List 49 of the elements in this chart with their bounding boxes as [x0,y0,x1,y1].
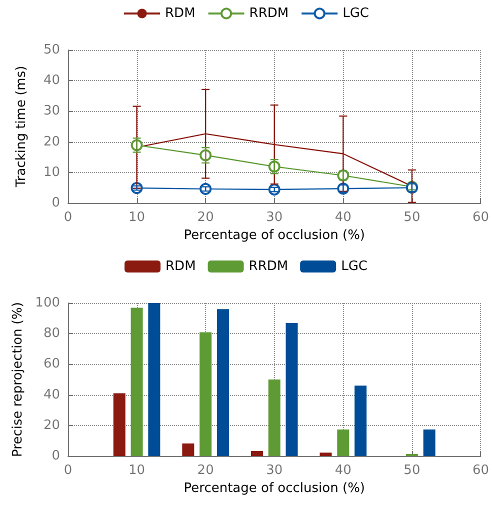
y-tick-label: 60 [43,356,60,372]
x-tick-label: 10 [128,463,146,478]
y-axis-title: Tracking time (ms) [14,66,29,188]
x-tick-label: 50 [404,210,420,225]
y-tick-label: 80 [43,326,60,342]
x-tick-label: 30 [266,210,283,225]
y-tick-label: 40 [43,73,60,88]
bar [286,323,298,456]
y-tick-label: 20 [43,418,60,433]
bar [354,386,367,456]
bar [268,380,280,456]
x-tick-label: 0 [64,463,72,478]
y-tick-label: 50 [43,42,60,58]
x-axis-title: Percentage of occlusion (%) [184,481,365,496]
x-tick-label: 30 [266,463,283,478]
legend-label: RDM [165,6,196,21]
bar [182,443,194,456]
bar [200,332,212,456]
y-tick-label: 40 [43,387,60,402]
bar [130,308,143,456]
legend-label: LGC [342,6,369,21]
y-tick-label: 30 [43,104,60,119]
bar [113,393,126,456]
bar [148,303,160,456]
y-tick-label: 0 [52,196,60,210]
bar [337,430,350,456]
x-tick-label: 40 [334,210,352,225]
x-tick-label: 20 [197,210,214,225]
y-axis-title: Precise reprojection (%) [10,302,26,457]
bar [320,452,332,456]
x-tick-label: 50 [404,463,420,478]
x-axis-title: Percentage of occlusion (%) [184,228,365,243]
x-tick-label: 40 [334,463,352,478]
x-tick-label: 20 [197,463,214,478]
legend-label: LGC [341,259,368,274]
bar [423,430,436,456]
legend-label: RDM [166,259,196,274]
legend-label: RRDM [249,6,289,21]
x-tick-label: 0 [64,210,72,225]
x-tick-label: 10 [128,210,146,225]
legend-label: RRDM [248,259,288,274]
y-tick-label: 0 [52,448,60,464]
y-tick-label: 20 [43,134,60,150]
y-tick-label: 100 [35,296,60,310]
bar [250,450,263,456]
y-tick-label: 10 [43,164,60,180]
x-tick-label: 60 [472,463,489,478]
x-tick-label: 60 [472,210,489,225]
bar [216,309,229,456]
